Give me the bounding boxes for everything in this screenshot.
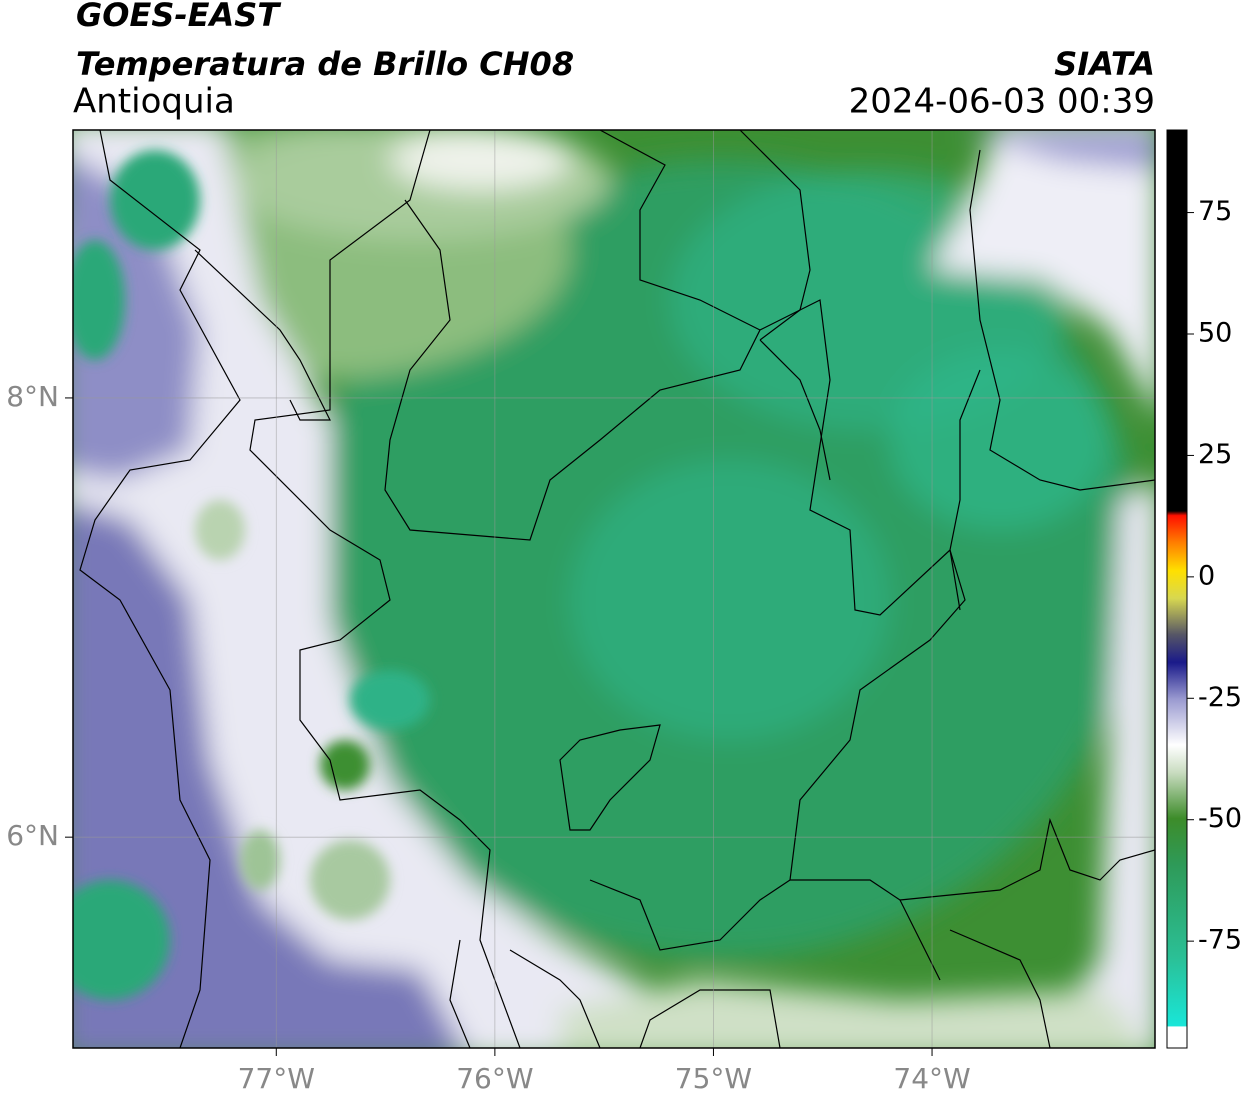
colorbar-tick-label: -25 [1198, 682, 1242, 713]
colorbar-tick-label: -75 [1198, 925, 1242, 956]
colorbar [1166, 129, 1188, 1049]
colorbar-tick-label: 50 [1198, 318, 1232, 349]
colorbar-tick-label: 75 [1198, 196, 1232, 227]
map-image [73, 130, 1155, 1048]
x-tick-label: 74°W [893, 1062, 970, 1095]
product-title: Temperatura de Brillo CH08 [76, 45, 574, 83]
colorbar-tick-label: 0 [1198, 560, 1215, 591]
datetime-label: 2024-06-03 00:39 [849, 82, 1155, 122]
region-label: Antioquia [73, 82, 235, 122]
boundaries [79, 130, 1155, 1048]
x-tick-label: 76°W [456, 1062, 533, 1095]
satellite-title: GOES-EAST [76, 0, 281, 34]
x-tick-label: 77°W [238, 1062, 315, 1095]
map-frame [72, 129, 1156, 1049]
x-tick-label: 75°W [675, 1062, 752, 1095]
colorbar-tick-label: -50 [1198, 803, 1242, 834]
source-label: SIATA [1054, 45, 1155, 83]
y-tick-label: 8°N [6, 380, 59, 413]
colorbar-tick-label: 25 [1198, 439, 1232, 470]
y-tick-label: 6°N [6, 819, 59, 852]
